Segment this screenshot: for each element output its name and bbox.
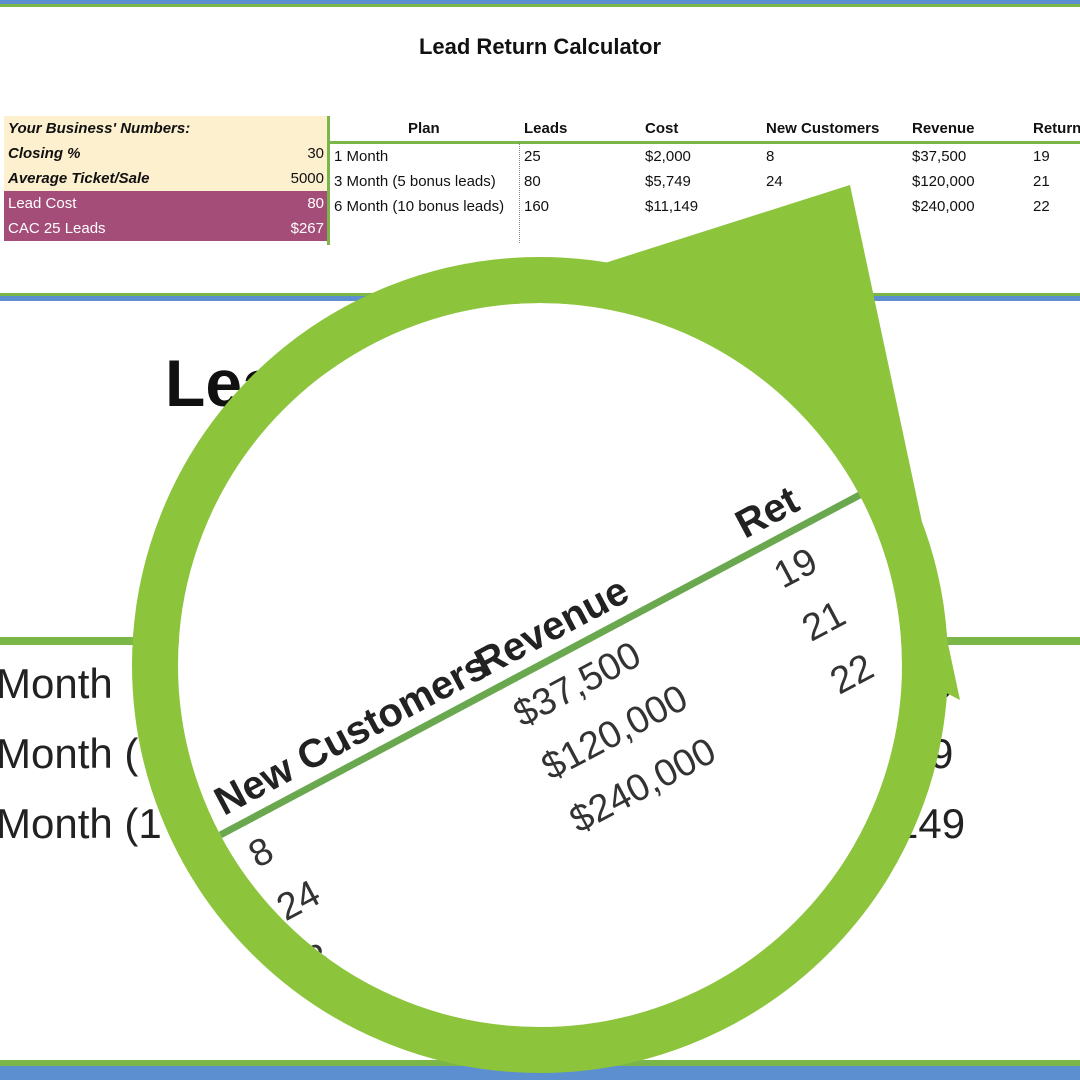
return-cell: 22 (1033, 198, 1050, 215)
cac-label: CAC 25 Leads (8, 220, 106, 237)
lead-cost-label: Lead Cost (8, 195, 77, 212)
top-accent-band (0, 0, 1080, 7)
header-plan: Plan (408, 120, 440, 137)
revenue-cell: $37,500 (912, 148, 967, 165)
table-row: 6 Month (10 bonus leads) 160 $11,149 $24… (330, 194, 1080, 219)
zoomed-plan-row: Month (1 (0, 800, 162, 847)
business-numbers-panel: Your Business' Numbers: Closing % 30 Ave… (4, 116, 330, 241)
return-cell: 21 (1033, 173, 1050, 190)
plans-table: Plan Leads Cost New Customers Revenue Re… (330, 116, 1080, 219)
lead-cost-value[interactable]: 80 (307, 195, 324, 212)
new-customers-cell: 8 (766, 148, 775, 165)
cac-value: $267 (290, 220, 324, 237)
header-leads: Leads (524, 120, 568, 137)
cac-row: CAC 25 Leads $267 (4, 216, 330, 241)
revenue-cell: $240,000 (912, 198, 975, 215)
table-row: 3 Month (5 bonus leads) 80 $5,749 24 $12… (330, 169, 1080, 194)
magnifier-ring (132, 257, 948, 1073)
header-revenue: Revenue (912, 120, 975, 137)
new-customers-cell: 24 (766, 173, 783, 190)
closing-percent-row: Closing % 30 (4, 141, 330, 166)
lead-cost-row: Lead Cost 80 (4, 191, 330, 216)
return-cell: 19 (1033, 148, 1050, 165)
panel-heading: Your Business' Numbers: (8, 120, 191, 137)
cost-cell: $5,749 (645, 173, 691, 190)
closing-percent-value[interactable]: 30 (307, 145, 324, 162)
panel-divider (327, 116, 330, 245)
plan-cell: 3 Month (5 bonus leads) (334, 173, 496, 190)
cost-cell: $11,149 (645, 198, 699, 215)
zoomed-plan-row: Month ( (0, 730, 139, 777)
magnified-header-rule (178, 455, 902, 866)
leads-cell: 80 (524, 173, 541, 190)
average-ticket-row: Average Ticket/Sale 5000 (4, 166, 330, 191)
revenue-cell: $120,000 (912, 173, 975, 190)
plan-cell: 1 Month (334, 148, 389, 165)
page-title: Lead Return Calculator (418, 34, 662, 59)
header-cost: Cost (645, 120, 679, 137)
table-row: 1 Month 25 $2,000 8 $37,500 19 (330, 144, 1080, 169)
leads-cell: 160 (524, 198, 550, 215)
average-ticket-value[interactable]: 5000 (290, 170, 324, 187)
plan-cell: 6 Month (10 bonus leads) (334, 198, 505, 215)
panel-heading-row: Your Business' Numbers: (4, 116, 330, 141)
column-divider (519, 143, 520, 243)
closing-percent-label: Closing % (8, 145, 81, 162)
leads-cell: 25 (524, 148, 541, 165)
zoomed-plan-row: Month (0, 660, 113, 707)
header-return: Return (1033, 120, 1080, 137)
table-header-row: Plan Leads Cost New Customers Revenue Re… (330, 116, 1080, 144)
cost-cell: $2,000 (645, 148, 691, 165)
header-new-customers: New Customers (766, 120, 880, 137)
average-ticket-label: Average Ticket/Sale (8, 170, 150, 187)
